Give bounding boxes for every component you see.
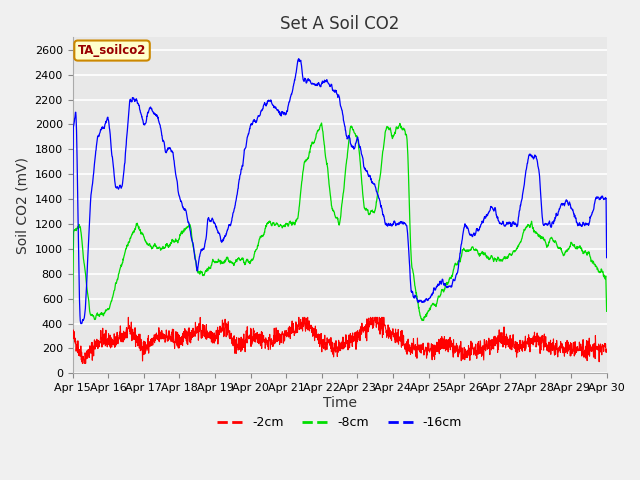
Title: Set A Soil CO2: Set A Soil CO2	[280, 15, 399, 33]
-16cm	[96, 130, 104, 135]
-16cm	[77, 321, 84, 326]
X-axis label: Time: Time	[323, 396, 356, 410]
-8cm	[420, 318, 428, 324]
-16cm	[315, 80, 323, 85]
-8cm	[314, 127, 322, 133]
-2cm	[96, 340, 104, 346]
-2cm	[68, 330, 76, 336]
-2cm	[588, 346, 595, 351]
-8cm	[96, 312, 104, 317]
Text: TA_soilco2: TA_soilco2	[78, 44, 147, 57]
-2cm	[490, 346, 497, 352]
-16cm	[603, 255, 611, 261]
-2cm	[588, 348, 595, 354]
-8cm	[588, 258, 595, 264]
-8cm	[68, 300, 76, 306]
-16cm	[329, 87, 337, 93]
-2cm	[125, 314, 132, 320]
-2cm	[603, 349, 611, 355]
-16cm	[68, 249, 76, 254]
Y-axis label: Soil CO2 (mV): Soil CO2 (mV)	[15, 157, 29, 254]
-16cm	[490, 208, 497, 214]
-16cm	[295, 56, 303, 61]
-8cm	[588, 258, 595, 264]
-8cm	[317, 120, 325, 126]
-2cm	[315, 340, 323, 346]
-8cm	[490, 259, 497, 264]
-16cm	[588, 212, 595, 218]
Line: -2cm: -2cm	[72, 317, 607, 363]
Line: -16cm: -16cm	[72, 59, 607, 324]
Line: -8cm: -8cm	[72, 123, 607, 321]
-16cm	[588, 212, 595, 218]
-8cm	[603, 309, 611, 314]
-2cm	[79, 360, 86, 366]
-2cm	[329, 345, 337, 351]
-8cm	[329, 206, 337, 212]
Legend: -2cm, -8cm, -16cm: -2cm, -8cm, -16cm	[212, 411, 467, 434]
